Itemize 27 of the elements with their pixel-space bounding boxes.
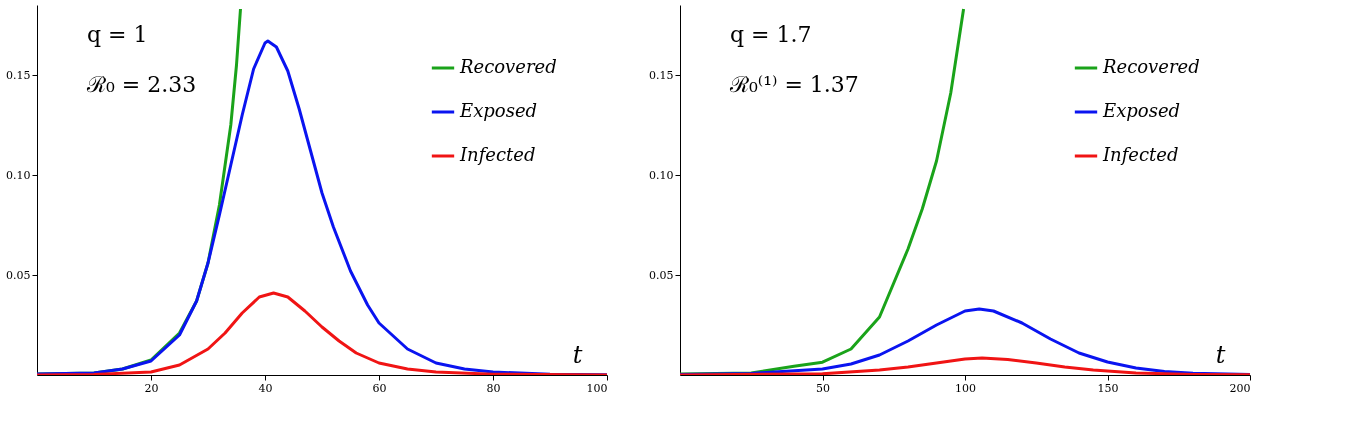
x-tick-label: 50 bbox=[816, 381, 830, 395]
x-tick-label: 40 bbox=[258, 381, 273, 395]
y-tick-label: 0.15 bbox=[6, 68, 31, 82]
x-tick-label: 100 bbox=[586, 381, 608, 395]
x-axis-title: t bbox=[572, 340, 583, 369]
legend-label: Infected bbox=[459, 144, 536, 165]
x-tick-label: 80 bbox=[486, 381, 501, 395]
y-tick-label: 0.10 bbox=[649, 168, 674, 182]
x-tick-label: 20 bbox=[144, 381, 159, 395]
legend-label: Recovered bbox=[459, 56, 557, 77]
x-tick-label: 100 bbox=[955, 381, 976, 395]
x-axis-title: t bbox=[1215, 340, 1226, 369]
legend-label: Exposed bbox=[459, 100, 538, 121]
x-tick-label: 150 bbox=[1097, 381, 1119, 395]
x-tick-label: 200 bbox=[1229, 381, 1251, 395]
annotation: q = 1 bbox=[87, 22, 148, 47]
y-tick-label: 0.05 bbox=[6, 268, 31, 282]
legend-label: Recovered bbox=[1102, 56, 1200, 77]
annotation: ℛ₀⁽¹⁾ = 1.37 bbox=[729, 72, 859, 97]
y-tick-label: 0.10 bbox=[6, 168, 31, 182]
y-tick-label: 0.05 bbox=[649, 268, 674, 282]
annotation: q = 1.7 bbox=[730, 22, 812, 47]
legend-label: Exposed bbox=[1102, 100, 1181, 121]
x-tick-label: 60 bbox=[372, 381, 387, 395]
y-tick-label: 0.15 bbox=[649, 68, 674, 82]
legend-label: Infected bbox=[1102, 144, 1179, 165]
annotation: ℛ₀ = 2.33 bbox=[86, 72, 197, 97]
